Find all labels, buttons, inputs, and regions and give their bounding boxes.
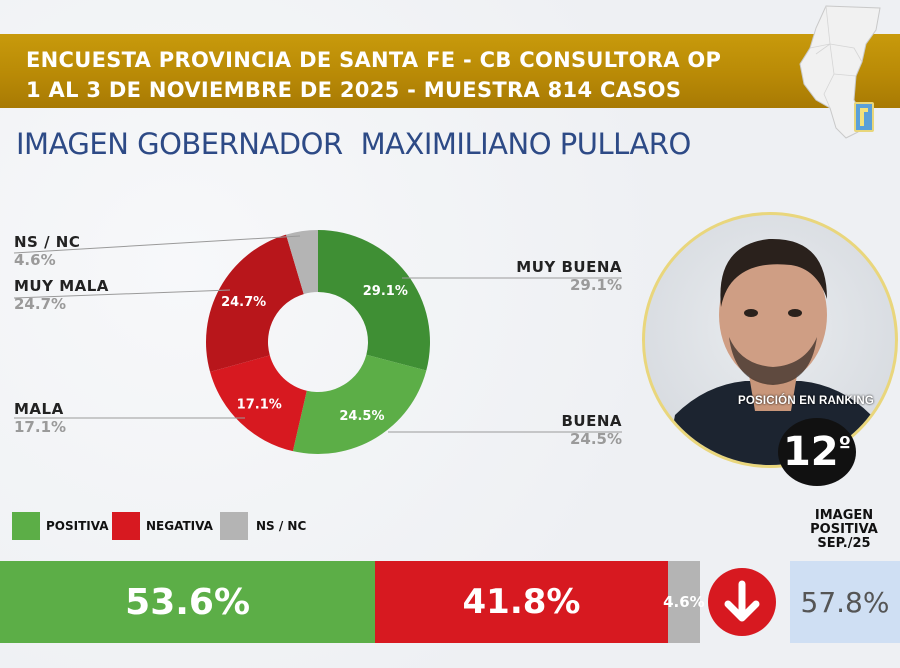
bar-segment-negativa: 41.8% [375,561,668,643]
header-line-2: 1 AL 3 DE NOVIEMBRE DE 2025 - MUESTRA 81… [26,78,682,102]
legend-positive-swatch [12,512,40,540]
title-part-2: MAXIMILIANO PULLARO [360,127,692,161]
label-muy-mala-name: MUY MALA [14,277,109,295]
ranking-value: 12 [782,429,839,475]
legend-negative-swatch [112,512,140,540]
legend-nsnc-label: NS / NC [256,519,307,533]
label-ns-nc-pct: 4.6% [14,251,56,269]
donut-slice-muy-mala [206,234,304,372]
previous-title-line-3: SEP./25 [817,536,871,551]
label-muy-mala-pct: 24.7% [14,295,67,313]
header-banner: ENCUESTA PROVINCIA DE SANTA FE - CB CONS… [0,34,900,108]
santa-fe-map-icon [799,5,881,139]
label-ns-nc-name: NS / NC [14,233,81,251]
ranking-badge: 12º [778,418,856,486]
donut-slice-muy-buena [318,230,430,371]
label-buena-pct: 24.5% [569,430,622,448]
label-ns-nc: NS / NC 4.6% [14,233,80,269]
previous-title: IMAGEN POSITIVA SEP./25 [796,509,892,551]
legend-nsnc: NS / NC [220,512,306,540]
donut-slice-mala [210,355,307,452]
previous-title-line-1: IMAGEN [814,508,874,523]
leader-line-ns-nc [13,235,301,254]
donut-label-buena: 24.5% [339,409,384,424]
bar-label-positiva: 53.6% [125,581,251,623]
donut-slice-buena [292,354,427,454]
legend-positive: POSITIVA [12,512,109,540]
governor-photo [642,212,898,468]
bar-segment-positiva: 53.6% [0,561,376,643]
stacked-bar: 53.6% 41.8% 4.6% [0,561,705,643]
header-line-1: ENCUESTA PROVINCIA DE SANTA FE - CB CONS… [26,48,722,72]
previous-value-box: 57.8% [790,561,900,643]
ranking-label: POSICIÓN EN RANKING [738,395,875,407]
donut-label-mala: 17.1% [237,397,282,412]
label-muy-buena-pct: 29.1% [569,276,622,294]
donut-label-muy-buena: 29.1% [363,284,408,299]
bar-segment-ns-nc: 4.6% [663,561,705,643]
legend-negative: NEGATIVA [112,512,213,540]
label-muy-mala: MUY MALA 24.7% [14,277,109,313]
legend-nsnc-swatch [220,512,248,540]
label-muy-buena-name: MUY BUENA [516,258,622,276]
ranking-suffix: º [838,433,852,458]
label-mala-pct: 17.1% [14,418,67,436]
page-title: IMAGEN GOBERNADOR MAXIMILIANO PULLARO [16,127,709,161]
label-mala: MALA 17.1% [14,400,66,436]
label-buena-name: BUENA [561,412,622,430]
previous-value: 57.8% [800,585,890,619]
legend-negative-label: NEGATIVA [146,519,213,533]
label-mala-name: MALA [14,400,64,418]
bar-label-ns-nc: 4.6% [663,593,705,611]
donut-slice-ns-nc [286,230,318,295]
label-buena: BUENA 24.5% [470,412,622,448]
title-part-1: IMAGEN GOBERNADOR [16,127,343,161]
legend-positive-label: POSITIVA [46,519,109,533]
bar-label-negativa: 41.8% [462,582,581,622]
label-muy-buena: MUY BUENA 29.1% [470,258,622,294]
donut-label-muy-mala: 24.7% [221,295,266,310]
arrow-down-icon [708,568,776,636]
leader-line-muy-mala [13,289,231,299]
previous-title-line-2: POSITIVA [810,522,878,537]
